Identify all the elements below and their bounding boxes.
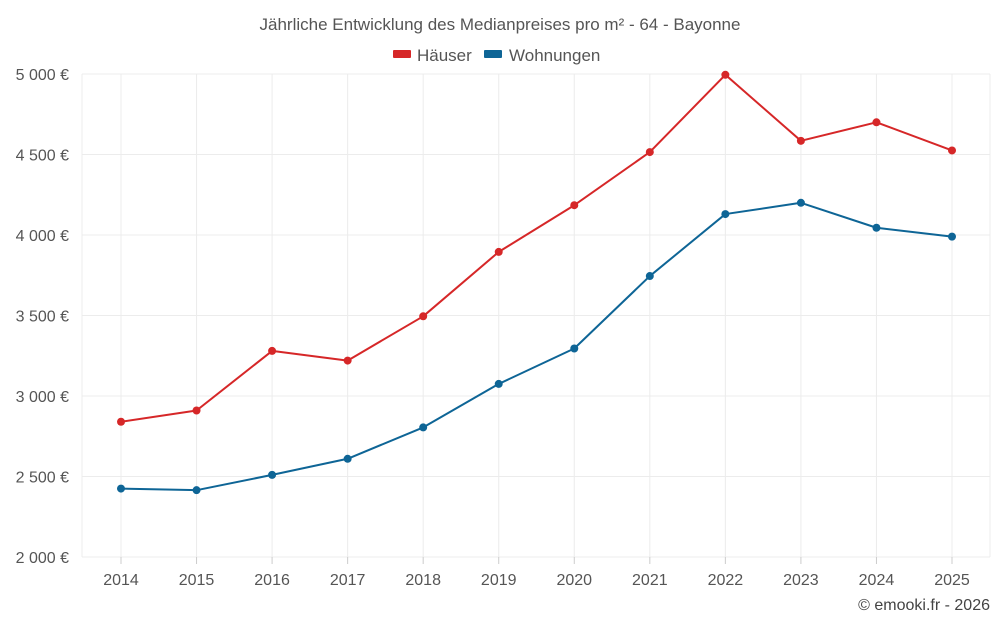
data-point-haeuser[interactable] — [268, 346, 277, 355]
x-axis-ticks: 2014 2015 2016 2017 2018 2019 2020 2021 2022 2023… — [103, 557, 970, 589]
series-line-wohnungen — [120, 201, 953, 492]
data-point-haeuser[interactable] — [343, 356, 352, 365]
data-point-wohnungen[interactable] — [117, 484, 125, 493]
data-point-haeuser[interactable] — [872, 118, 881, 127]
x-tick-label: 2020 — [556, 572, 592, 589]
data-point-wohnungen[interactable] — [948, 232, 956, 241]
data-point-haeuser[interactable] — [570, 201, 579, 210]
data-point-wohnungen[interactable] — [796, 198, 805, 207]
x-tick-label: 2022 — [708, 572, 744, 589]
data-point-haeuser[interactable] — [796, 136, 805, 145]
data-point-wohnungen[interactable] — [872, 223, 881, 232]
data-point-wohnungen[interactable] — [645, 272, 654, 281]
legend-label-haeuser[interactable]: Häuser — [417, 46, 472, 65]
y-tick-label: 3 000 € — [16, 389, 69, 406]
y-axis-ticks: 2 000 € 2 500 € 3 000 € 3 500 € 4 000 € 4 500… — [16, 67, 69, 567]
data-point-wohnungen[interactable] — [721, 210, 730, 219]
legend-swatch-wohnungen — [484, 50, 502, 58]
data-point-wohnungen[interactable] — [419, 423, 428, 432]
legend-label-wohnungen[interactable]: Wohnungen — [509, 46, 600, 65]
data-point-haeuser[interactable] — [192, 406, 201, 415]
y-tick-label: 3 500 € — [16, 309, 69, 326]
y-tick-label: 4 000 € — [16, 228, 69, 245]
data-point-wohnungen[interactable] — [192, 486, 201, 495]
x-tick-label: 2023 — [783, 572, 819, 589]
data-point-haeuser[interactable] — [645, 148, 654, 157]
x-tick-label: 2019 — [481, 572, 517, 589]
data-point-haeuser[interactable] — [494, 247, 503, 256]
chart-title: Jährliche Entwicklung des Medianpreises … — [260, 15, 741, 34]
copyright-footer: © emooki.fr - 2026 — [858, 597, 990, 614]
data-point-haeuser[interactable] — [721, 70, 730, 79]
data-point-haeuser[interactable] — [948, 146, 956, 155]
y-tick-label: 5 000 € — [16, 67, 69, 84]
x-tick-label: 2021 — [632, 572, 668, 589]
data-point-wohnungen[interactable] — [570, 344, 579, 353]
grid — [81, 73, 991, 558]
data-point-wohnungen[interactable] — [268, 470, 277, 479]
legend: Häuser Wohnungen — [393, 46, 600, 65]
x-tick-label: 2024 — [859, 572, 895, 589]
x-tick-label: 2014 — [103, 572, 139, 589]
x-tick-label: 2018 — [405, 572, 441, 589]
series — [117, 70, 956, 495]
x-tick-label: 2016 — [254, 572, 290, 589]
data-point-haeuser[interactable] — [117, 417, 125, 426]
data-point-haeuser[interactable] — [419, 312, 428, 321]
legend-swatch-haeuser — [393, 50, 411, 58]
y-tick-label: 2 000 € — [16, 550, 69, 567]
y-tick-label: 2 500 € — [16, 470, 69, 487]
x-tick-label: 2017 — [330, 572, 366, 589]
data-point-wohnungen[interactable] — [494, 379, 503, 388]
series-line-haeuser — [120, 73, 953, 423]
x-tick-label: 2025 — [934, 572, 970, 589]
data-point-wohnungen[interactable] — [343, 454, 352, 463]
x-tick-label: 2015 — [179, 572, 215, 589]
y-tick-label: 4 500 € — [16, 148, 69, 165]
